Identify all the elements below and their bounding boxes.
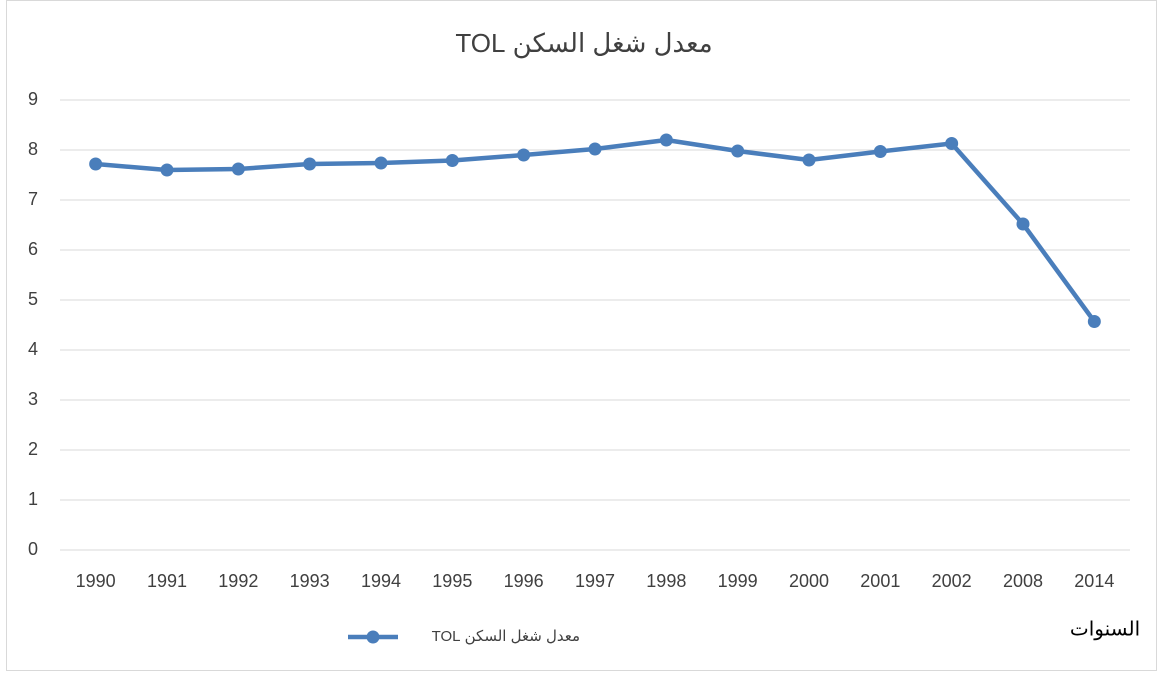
- data-point: [659, 133, 673, 147]
- data-point: [731, 144, 745, 158]
- y-tick-label: 7: [28, 189, 38, 209]
- x-tick-label: 2008: [1003, 571, 1043, 591]
- y-tick-label: 0: [28, 539, 38, 559]
- data-point: [588, 142, 602, 156]
- data-point: [945, 137, 959, 150]
- x-tick-label: 1993: [290, 571, 330, 591]
- data-point: [873, 145, 887, 158]
- x-tick-label: 1990: [76, 571, 116, 591]
- y-tick-label: 8: [28, 139, 38, 159]
- x-tick-label: 1998: [646, 571, 686, 591]
- chart-frame: [6, 0, 1157, 671]
- y-tick-label: 3: [28, 389, 38, 409]
- y-tick-label: 1: [28, 489, 38, 509]
- x-tick-label: 1999: [718, 571, 758, 591]
- y-tick-label: 5: [28, 289, 38, 309]
- x-tick-label: 1995: [432, 571, 472, 591]
- x-tick-label: 2014: [1074, 571, 1114, 591]
- x-tick-label: 2001: [860, 571, 900, 591]
- legend-marker: [366, 630, 380, 644]
- data-point: [160, 163, 174, 177]
- data-point: [231, 162, 245, 176]
- data-point: [303, 157, 317, 171]
- x-tick-label: 1994: [361, 571, 401, 591]
- x-tick-label: 2000: [789, 571, 829, 591]
- x-tick-label: 1997: [575, 571, 615, 591]
- y-tick-label: 9: [28, 89, 38, 109]
- data-point: [89, 157, 103, 171]
- x-axis-label: السنوات: [1070, 618, 1140, 640]
- data-point: [445, 154, 459, 167]
- legend-label: معدل شغل السكن TOL: [432, 628, 580, 645]
- data-point: [1016, 217, 1030, 231]
- chart-title: معدل شغل السكن TOL: [455, 28, 712, 59]
- data-point: [517, 148, 531, 162]
- y-tick-label: 6: [28, 239, 38, 259]
- y-tick-label: 4: [28, 339, 38, 359]
- x-tick-label: 1992: [218, 571, 258, 591]
- x-tick-label: 1991: [147, 571, 187, 591]
- data-point: [802, 153, 816, 167]
- x-tick-label: 2002: [932, 571, 972, 591]
- x-tick-label: 1996: [504, 571, 544, 591]
- data-point: [374, 156, 388, 170]
- y-tick-label: 2: [28, 439, 38, 459]
- data-point: [1087, 315, 1101, 328]
